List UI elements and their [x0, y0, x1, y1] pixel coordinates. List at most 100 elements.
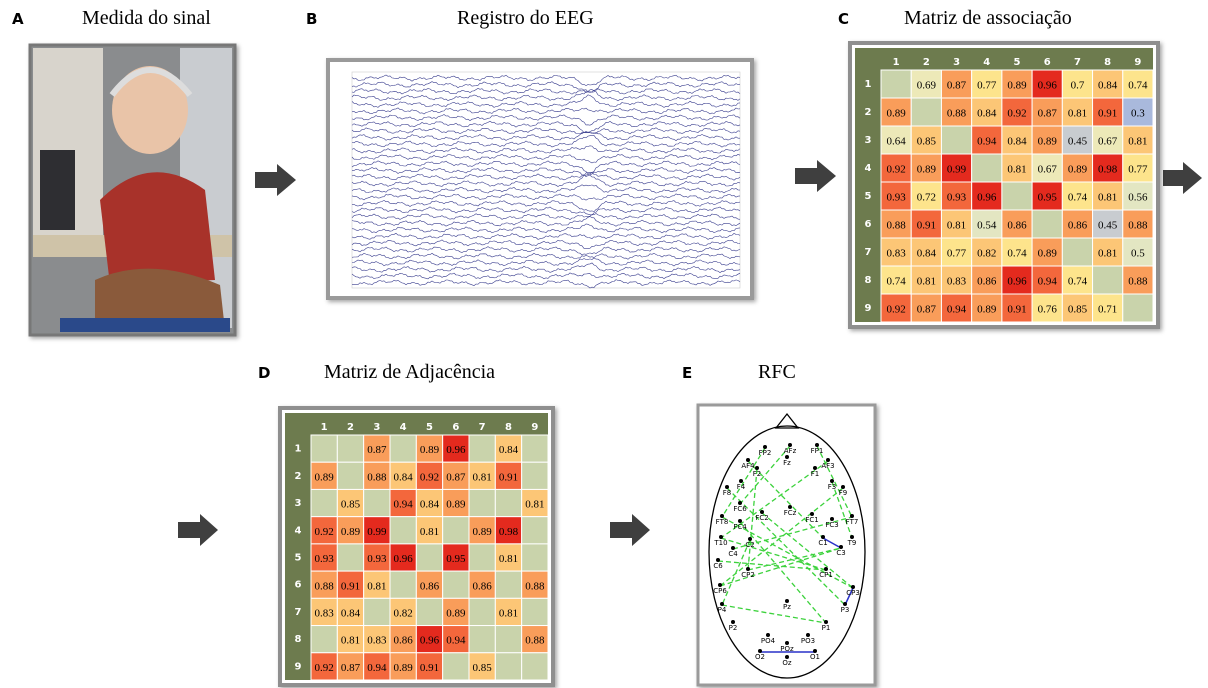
matrix-cell: [337, 544, 363, 571]
cell-value: 0.84: [420, 499, 440, 511]
column-header: 5: [426, 422, 433, 433]
cell-value: 0.87: [1038, 108, 1058, 120]
matrix-cell: [416, 544, 442, 571]
cell-value: 0.94: [446, 635, 466, 647]
cell-value: 0.56: [1128, 192, 1148, 204]
row-header: 8: [865, 275, 872, 286]
cell-value: 0.77: [947, 248, 967, 260]
cell-value: 0.99: [947, 164, 967, 176]
matrix-cell: [469, 598, 495, 625]
cell-value: 0.91: [499, 471, 518, 483]
electrode-label: C6: [713, 562, 723, 570]
matrix-cell: [311, 435, 337, 462]
electrode-label: P3: [841, 606, 850, 614]
cell-value: 0.88: [315, 580, 335, 592]
panel-title: Matriz de Adjacência: [324, 361, 495, 383]
matrix-cell: [1093, 266, 1123, 294]
cell-value: 0.84: [1098, 80, 1118, 92]
matrix-cell: [443, 653, 469, 680]
row-header: 5: [865, 191, 872, 202]
column-header: 6: [1044, 57, 1051, 68]
column-header: 1: [321, 422, 328, 433]
cell-value: 0.45: [1098, 220, 1118, 232]
electrode-label: O1: [810, 653, 820, 661]
cell-value: 0.88: [947, 108, 967, 120]
electrode-label: PO4: [761, 637, 776, 645]
cell-value: 0.81: [420, 526, 439, 538]
cell-value: 0.94: [367, 662, 387, 674]
matrix-cell: [522, 598, 548, 625]
row-header: 7: [295, 607, 302, 618]
electrode-label: F4: [737, 483, 746, 491]
electrode-label: AFz: [784, 447, 797, 455]
cell-value: 0.93: [315, 553, 335, 565]
eeg-traces: [352, 72, 740, 288]
cell-value: 0.89: [886, 108, 906, 120]
matrix-cell: [390, 571, 416, 598]
cell-value: 0.89: [1007, 80, 1027, 92]
panel-title: Medida do sinal: [82, 7, 211, 29]
panel-letter: B: [306, 10, 317, 28]
cell-value: 0.74: [1068, 276, 1088, 288]
cell-value: 0.64: [886, 136, 906, 148]
electrode-label: P4: [718, 606, 727, 614]
cell-value: 0.84: [1007, 136, 1027, 148]
cell-value: 0.77: [1128, 164, 1148, 176]
cell-value: 0.88: [1128, 220, 1148, 232]
column-header: 7: [1074, 57, 1081, 68]
matrix-cell: [495, 571, 521, 598]
electrode-label: Fz: [783, 459, 791, 467]
panel-letter: C: [838, 10, 849, 28]
cell-value: 0.93: [947, 192, 967, 204]
cell-value: 0.95: [446, 553, 466, 565]
matrix-cell: [522, 544, 548, 571]
column-header: 8: [1104, 57, 1111, 68]
cell-value: 0.74: [1068, 192, 1088, 204]
row-header: 4: [295, 525, 302, 536]
cell-value: 0.81: [341, 635, 360, 647]
row-header: 2: [865, 107, 872, 118]
arrow: [255, 164, 296, 196]
cell-value: 0.92: [886, 304, 905, 316]
electrode-label: FC1: [805, 516, 818, 524]
cell-value: 0.81: [473, 471, 492, 483]
cell-value: 0.86: [473, 580, 493, 592]
row-header: 3: [295, 498, 302, 509]
cell-value: 0.83: [947, 276, 967, 288]
cell-value: 0.96: [1007, 276, 1027, 288]
cell-value: 0.77: [977, 80, 997, 92]
electrode-label: FT7: [846, 518, 859, 526]
cell-value: 0.88: [886, 220, 906, 232]
electrode-label: PO3: [801, 637, 815, 645]
cell-value: 0.92: [315, 662, 334, 674]
cell-value: 0.89: [394, 662, 414, 674]
panel-letter: E: [682, 364, 692, 382]
panel-letter: D: [258, 364, 270, 382]
row-header: 1: [865, 79, 872, 90]
cell-value: 0.89: [1038, 248, 1058, 260]
cell-value: 0.86: [394, 635, 414, 647]
matrix-cell: [522, 435, 548, 462]
cell-value: 0.3: [1131, 108, 1145, 120]
cell-value: 0.87: [367, 444, 387, 456]
matrix-cell: [1002, 182, 1032, 210]
cell-value: 0.93: [367, 553, 387, 565]
cell-value: 0.81: [1128, 136, 1147, 148]
matrix-cell: [1032, 210, 1062, 238]
cell-value: 0.88: [367, 471, 387, 483]
cell-value: 0.82: [977, 248, 996, 260]
matrix-cell: [390, 517, 416, 544]
matrix-cell: [469, 544, 495, 571]
matrix-cell: [443, 571, 469, 598]
cell-value: 0.7: [1071, 80, 1085, 92]
cell-value: 0.71: [1098, 304, 1117, 316]
cell-value: 0.74: [1007, 248, 1027, 260]
row-header: 4: [865, 163, 872, 174]
matrix-cell: [941, 126, 971, 154]
electrode-label: FP1: [811, 447, 824, 455]
matrix-cell: [911, 98, 941, 126]
electrode-label: AF4: [741, 462, 755, 470]
cell-value: 0.88: [525, 580, 545, 592]
panel-letter: A: [12, 10, 24, 28]
